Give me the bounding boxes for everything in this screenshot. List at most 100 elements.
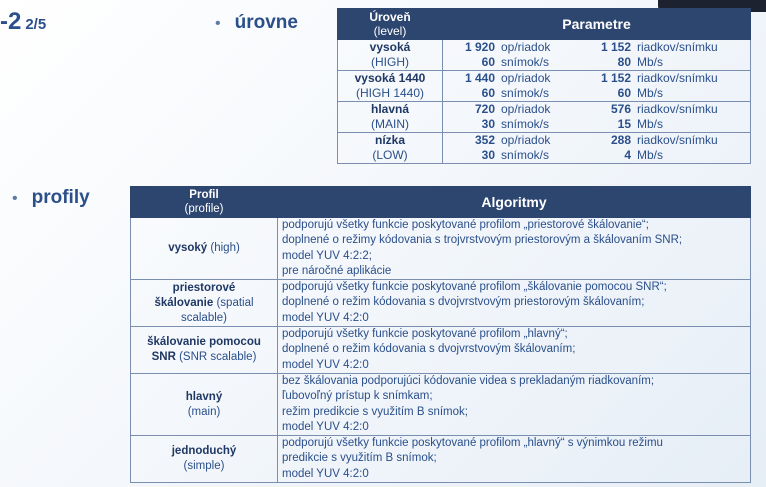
samples-value: 1 920 <box>442 39 501 55</box>
algorithm-line: doplnené o režim kódovania s dvojvrstvov… <box>282 296 645 309</box>
samples-value: 720 <box>442 101 501 117</box>
profiles-header-profile: Profil (profile) <box>130 186 278 218</box>
profile-name-alt: (SNR scalable) <box>179 351 257 364</box>
samples-unit: op/riadok <box>501 101 587 117</box>
profile-row: hlavný (main) bez škálovania podporujúci k… <box>130 372 751 437</box>
level-row: vysoká 1440 1 440 op/riadok 1 152 riadkov/sn… <box>337 70 751 86</box>
lines-value: 1 152 <box>587 39 637 55</box>
fps-unit: snímok/s <box>501 55 587 71</box>
lines-unit: riadkov/snímku <box>637 101 751 117</box>
rate-value: 15 <box>587 117 637 133</box>
level-alt-name: (MAIN) <box>337 117 443 133</box>
profile-name: vysoký (high) <box>130 216 278 281</box>
slide-subtitle: 2/5 <box>25 16 47 33</box>
level-row: hlavná 720 op/riadok 576 riadkov/snímku <box>337 101 751 117</box>
level-alt-name: (HIGH) <box>337 55 443 71</box>
bullet-profiles: • profily <box>12 187 90 208</box>
level-row-sub: (LOW) 30 snímok/s 4 Mb/s <box>337 148 751 164</box>
profile-name-alt: (simple) <box>183 460 225 473</box>
profile-algorithms: podporujú všetky funkcie poskytované pro… <box>277 326 751 374</box>
fps-value: 60 <box>442 55 501 71</box>
profile-row: jednoduchý (simple) podporujú všetky funkc… <box>130 435 751 484</box>
algorithm-line: bez škálovania podporujúci kódovanie vid… <box>282 374 655 387</box>
algorithm-line: predikcie s využitím B snímok; <box>282 452 437 465</box>
fps-value: 30 <box>442 148 501 164</box>
algorithm-line: model YUV 4:2:2; <box>282 249 372 262</box>
fps-unit: snímok/s <box>501 148 587 164</box>
samples-value: 1 440 <box>442 70 501 86</box>
profile-name-main: škálovanie pomocou <box>147 336 261 349</box>
rate-value: 60 <box>587 86 637 102</box>
level-row-sub: (HIGH 1440) 60 snímok/s 60 Mb/s <box>337 86 751 102</box>
rate-value: 4 <box>587 148 637 164</box>
algorithm-line: model YUV 4:2:0 <box>282 467 369 480</box>
level-row-sub: (HIGH) 60 snímok/s 80 Mb/s <box>337 55 751 71</box>
profiles-table: Profil (profile) Algoritmy vysoký (high) p… <box>130 186 751 484</box>
samples-unit: op/riadok <box>501 132 587 148</box>
level-alt-name: (LOW) <box>337 148 443 164</box>
samples-unit: op/riadok <box>501 70 587 86</box>
profile-row: vysoký (high) podporujú všetky funkcie po… <box>130 216 751 281</box>
rate-unit: Mb/s <box>637 86 751 102</box>
algorithm-line: podporujú všetky funkcie poskytované pro… <box>282 437 663 450</box>
profile-name-alt: (spatial scalable) <box>180 296 254 324</box>
algorithm-line: režim predikcie s využitím B snímok; <box>282 405 468 418</box>
fps-unit: snímok/s <box>501 86 587 102</box>
bullet-dot-icon: • <box>215 15 221 32</box>
profile-algorithms: podporujú všetky funkcie poskytované pro… <box>277 279 751 328</box>
bullet-dot-icon: • <box>12 190 18 207</box>
profile-algorithms: podporujú všetky funkcie poskytované pro… <box>277 216 751 281</box>
algorithm-line: doplnené o režim kódovania s dvojvrstvov… <box>282 343 576 356</box>
profile-name: jednoduchý (simple) <box>130 435 278 484</box>
profile-algorithms: podporujú všetky funkcie poskytované pro… <box>277 435 751 484</box>
rate-unit: Mb/s <box>637 55 751 71</box>
lines-value: 576 <box>587 101 637 117</box>
lines-unit: riadkov/snímku <box>637 70 751 86</box>
profile-name-alt: (high) <box>210 242 240 255</box>
level-row: vysoká 1 920 op/riadok 1 152 riadkov/snímku <box>337 39 751 55</box>
levels-table: Úroveň (level) Parametre vysoká 1 920 op/ri… <box>337 8 751 164</box>
rate-value: 80 <box>587 55 637 71</box>
algorithm-line: ľubovoľný prístup k snímkam; <box>282 390 433 403</box>
fps-unit: snímok/s <box>501 117 587 133</box>
lines-value: 288 <box>587 132 637 148</box>
profile-name-main: priestorové <box>172 281 236 294</box>
levels-header-level: Úroveň (level) <box>337 8 443 40</box>
level-row: nízka 352 op/riadok 288 riadkov/snímku <box>337 132 751 148</box>
profile-name: hlavný (main) <box>130 372 278 437</box>
algorithm-line: podporujú všetky funkcie poskytované pro… <box>282 328 568 341</box>
level-row-sub: (MAIN) 30 snímok/s 15 Mb/s <box>337 117 751 133</box>
level-alt-name: (HIGH 1440) <box>337 86 443 102</box>
profiles-header-algorithms: Algoritmy <box>277 186 751 218</box>
algorithm-line: model YUV 4:2:0 <box>282 420 369 433</box>
profile-name-line2: škálovanie <box>154 296 214 309</box>
algorithm-line: model YUV 4:2:0 <box>282 311 369 324</box>
algorithm-line: podporujú všetky funkcie poskytované pro… <box>282 219 649 231</box>
profile-name-line2: SNR <box>151 351 176 364</box>
profile-row: škálovanie pomocou SNR (SNR scalable) podp… <box>130 326 751 374</box>
fps-value: 30 <box>442 117 501 133</box>
level-name: hlavná <box>337 101 443 117</box>
lines-value: 1 152 <box>587 70 637 86</box>
lines-unit: riadkov/snímku <box>637 132 751 148</box>
algorithm-line: podporujú všetky funkcie poskytované pro… <box>282 281 667 294</box>
samples-value: 352 <box>442 132 501 148</box>
levels-header-params: Parametre <box>442 8 751 40</box>
profile-name: škálovanie pomocou SNR (SNR scalable) <box>130 326 278 374</box>
level-name: vysoká 1440 <box>337 70 443 86</box>
rate-unit: Mb/s <box>637 148 751 164</box>
level-name: nízka <box>337 132 443 148</box>
profile-name-main: hlavný <box>185 390 223 403</box>
algorithm-line: pre náročné aplikácie <box>282 264 392 277</box>
profile-name-main: vysoký <box>168 242 208 255</box>
level-name: vysoká <box>337 39 443 55</box>
profile-algorithms: bez škálovania podporujúci kódovanie vid… <box>277 372 751 437</box>
profile-name: priestorové škálovanie (spatial scalable) <box>130 279 278 328</box>
algorithm-line: doplnené o režimy kódovania s trojvrstvo… <box>282 234 683 247</box>
profile-row: priestorové škálovanie (spatial scalable)… <box>130 279 751 328</box>
profile-name-main: jednoduchý <box>171 445 237 458</box>
bullet-levels: • úrovne <box>215 12 298 33</box>
profile-name-alt: (main) <box>187 405 221 418</box>
samples-unit: op/riadok <box>501 39 587 55</box>
fps-value: 60 <box>442 86 501 102</box>
